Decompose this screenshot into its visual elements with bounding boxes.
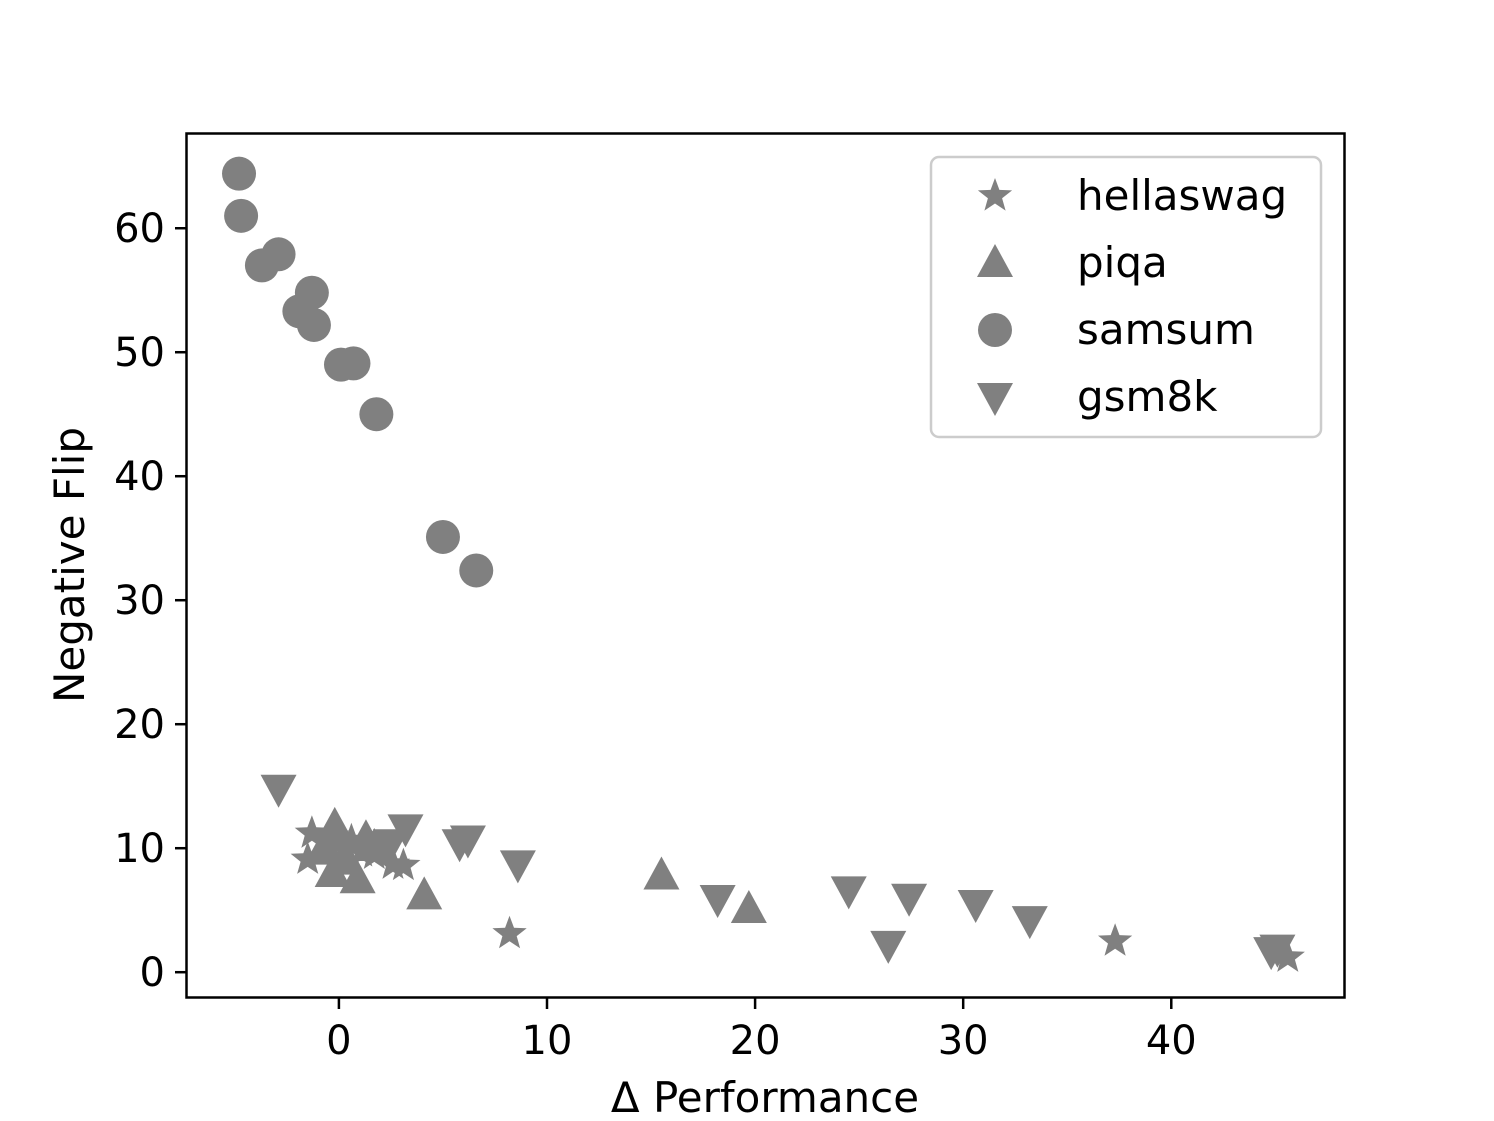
x-tick-label: 20 — [730, 1018, 781, 1064]
series-piqa — [304, 806, 767, 923]
samsum-point-6 — [296, 307, 331, 342]
legend-label-samsum: samsum — [1077, 305, 1255, 354]
hellaswag-point-10 — [1098, 923, 1133, 956]
y-axis-ticks: 0 10 20 30 40 50 60 — [114, 206, 187, 996]
piqa-point-6 — [356, 827, 393, 861]
gsm8k-point-1 — [312, 830, 349, 864]
plot-frame — [185, 132, 1346, 999]
piqa-point-7 — [406, 876, 443, 910]
y-tick-label: 10 — [114, 826, 165, 872]
samsum-point-10 — [425, 519, 460, 554]
series-samsum — [222, 156, 494, 588]
y-tick-label: 50 — [114, 330, 165, 376]
series-gsm8k — [260, 774, 1296, 971]
legend-label-hellaswag: hellaswag — [1077, 171, 1287, 220]
plot-markers — [222, 156, 1305, 972]
hellaswag-point-9 — [492, 915, 527, 949]
legend-marker-gsm8k — [977, 383, 1013, 416]
gsm8k-point-7 — [699, 885, 736, 919]
legend-marker-hellaswag — [977, 178, 1013, 211]
gsm8k-point-5 — [449, 825, 486, 859]
gsm8k-point-12 — [1011, 906, 1048, 940]
piqa-point-3 — [327, 841, 364, 875]
gsm8k-point-2 — [372, 829, 409, 863]
gsm8k-point-6 — [499, 850, 536, 884]
piqa-point-8 — [643, 856, 680, 890]
samsum-point-11 — [459, 553, 494, 588]
piqa-point-9 — [730, 889, 767, 923]
x-tick-label: 40 — [1146, 1018, 1197, 1064]
samsum-point-3 — [261, 237, 296, 272]
y-tick-label: 0 — [140, 950, 165, 996]
x-axis-title: Δ Performance — [611, 1073, 919, 1121]
gsm8k-point-14 — [1259, 934, 1296, 968]
gsm8k-point-9 — [870, 930, 907, 964]
legend-label-piqa: piqa — [1077, 238, 1168, 287]
gsm8k-point-10 — [891, 883, 928, 917]
legend-marker-piqa — [977, 244, 1013, 277]
gsm8k-point-0 — [260, 774, 297, 808]
samsum-point-1 — [224, 198, 259, 233]
legend-marker-samsum — [978, 313, 1012, 347]
gsm8k-point-8 — [830, 876, 867, 910]
x-axis-ticks: 0 10 20 30 40 — [326, 997, 1197, 1064]
legend: hellaswag piqa samsum gsm8k — [929, 155, 1323, 439]
piqa-point-4 — [339, 860, 376, 894]
y-tick-label: 60 — [114, 206, 165, 252]
hellaswag-point-1 — [290, 841, 325, 874]
legend-label-gsm8k: gsm8k — [1077, 372, 1218, 421]
gsm8k-point-3 — [387, 814, 424, 848]
gsm8k-point-11 — [957, 890, 994, 924]
y-tick-label: 30 — [114, 578, 165, 624]
x-tick-label: 0 — [326, 1018, 351, 1064]
y-tick-label: 20 — [114, 702, 165, 748]
legend-items: hellaswag piqa samsum gsm8k — [977, 171, 1287, 421]
samsum-point-5 — [294, 275, 329, 310]
samsum-point-8 — [336, 346, 371, 381]
samsum-point-0 — [222, 156, 257, 191]
y-axis-title: Negative Flip — [45, 427, 94, 703]
hellaswag-point-11 — [1270, 939, 1305, 972]
samsum-point-9 — [359, 397, 394, 432]
x-tick-label: 10 — [522, 1018, 573, 1064]
y-tick-label: 40 — [114, 454, 165, 500]
hellaswag-point-8 — [386, 847, 421, 881]
legend-box — [929, 155, 1323, 439]
x-tick-label: 30 — [938, 1018, 989, 1064]
hellaswag-point-0 — [294, 815, 329, 848]
